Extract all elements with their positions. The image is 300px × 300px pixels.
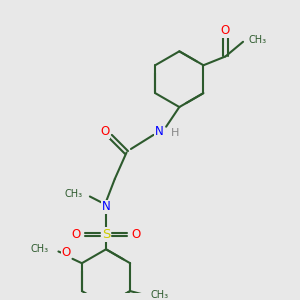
Text: CH₃: CH₃ [64,189,82,199]
Text: O: O [61,246,70,260]
Text: O: O [131,228,140,241]
Text: CH₃: CH₃ [248,35,266,45]
Text: O: O [221,24,230,38]
Text: N: N [154,125,163,138]
Text: N: N [102,200,110,213]
Text: O: O [71,228,81,241]
Text: S: S [102,228,110,241]
Text: H: H [171,128,179,138]
Text: CH₃: CH₃ [30,244,48,254]
Text: CH₃: CH₃ [151,290,169,300]
Text: O: O [100,125,110,139]
